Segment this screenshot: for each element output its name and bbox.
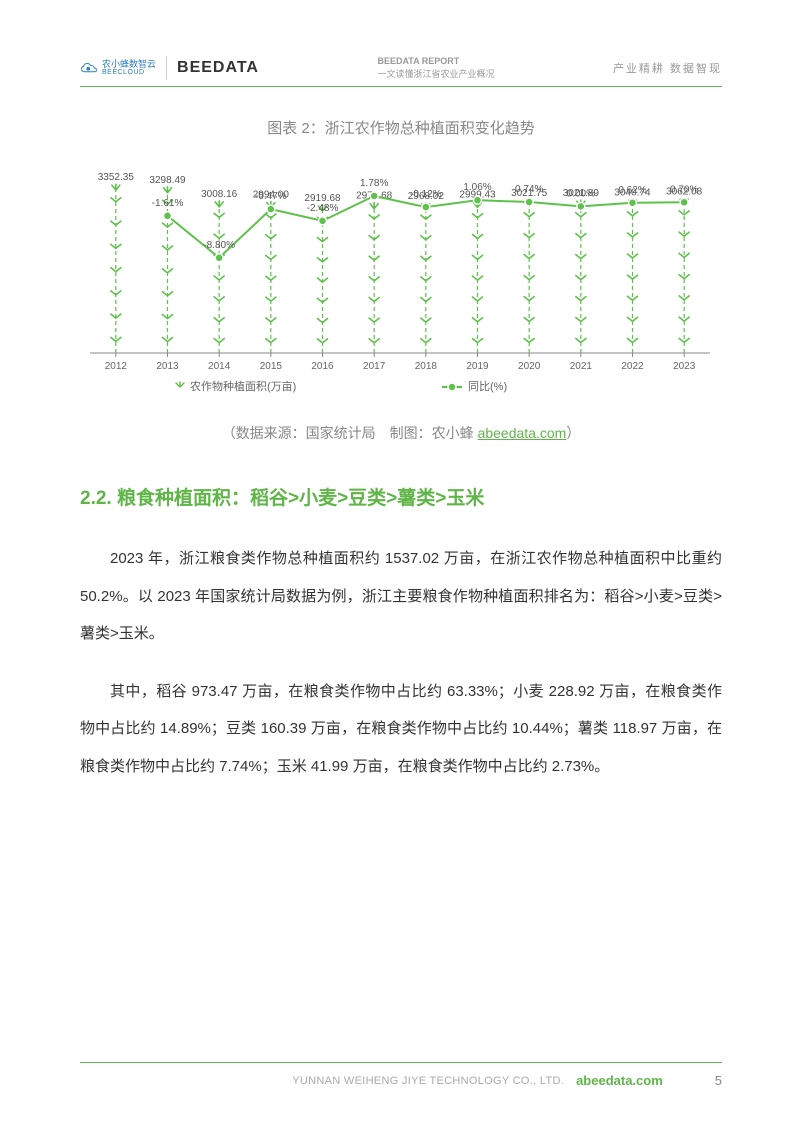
svg-text:2018: 2018 [415,361,438,372]
section-heading: 2.2. 粮食种植面积：稻谷>小麦>豆类>薯类>玉米 [80,483,722,510]
svg-text:3298.49: 3298.49 [149,175,186,186]
svg-text:-1.61%: -1.61% [152,198,184,209]
header-slogan: 产业精耕 数据智现 [613,60,722,76]
cloud-bee-icon [80,61,98,75]
svg-text:2022: 2022 [621,361,644,372]
svg-text:2023: 2023 [673,361,696,372]
header-center: BEEDATA REPORT 一文读懂浙江省农业产业概况 [377,55,494,80]
paragraph-2: 其中，稻谷 973.47 万亩，在粮食类作物中占比约 63.33%；小麦 228… [80,673,722,786]
page-footer: YUNNAN WEIHENG JIYE TECHNOLOGY CO., LTD.… [80,1062,722,1088]
svg-text:2020: 2020 [518,361,541,372]
svg-text:-8.80%: -8.80% [203,240,235,251]
svg-text:3008.16: 3008.16 [201,189,238,200]
beedata-logo: BEEDATA [177,59,259,77]
svg-text:1.78%: 1.78% [360,178,388,189]
svg-text:-0.47%: -0.47% [255,191,287,202]
svg-text:2016: 2016 [311,361,334,372]
chart-container: 3352.3520123298.4920133008.1620142994.00… [80,158,722,398]
svg-text:0.62%: 0.62% [618,185,646,196]
page: 农小蜂数智云 BEECLOUD BEEDATA BEEDATA REPORT 一… [0,0,802,1133]
chart-title: 图表 2：浙江农作物总种植面积变化趋势 [80,117,722,138]
svg-text:2012: 2012 [105,361,128,372]
svg-text:-2.48%: -2.48% [307,203,339,214]
footer-url: abeedata.com [576,1073,663,1088]
svg-text:2013: 2013 [156,361,179,372]
source-link[interactable]: abeedata.com [478,425,567,441]
svg-text:0.70%: 0.70% [670,184,698,195]
svg-text:1.06%: 1.06% [463,182,491,193]
chart-source: （数据来源：国家统计局 制图：农小蜂 abeedata.com） [80,423,722,443]
report-title: BEEDATA REPORT [377,55,494,68]
source-suffix: ） [566,425,580,441]
vertical-divider [166,56,167,80]
beecloud-en: BEECLOUD [102,69,156,76]
svg-text:0.00%: 0.00% [567,189,595,200]
header-left: 农小蜂数智云 BEECLOUD BEEDATA [80,56,259,80]
svg-text:2019: 2019 [466,361,489,372]
svg-text:2014: 2014 [208,361,231,372]
footer-company: YUNNAN WEIHENG JIYE TECHNOLOGY CO., LTD. [292,1075,564,1087]
report-subtitle: 一文读懂浙江省农业产业概况 [377,68,494,81]
svg-text:2017: 2017 [363,361,386,372]
svg-text:3352.35: 3352.35 [98,172,135,183]
chart-svg: 3352.3520123298.4920133008.1620142994.00… [80,158,720,398]
svg-text:同比(%): 同比(%) [468,380,507,393]
page-number: 5 [715,1073,722,1088]
svg-text:-0.12%: -0.12% [410,189,442,200]
beecloud-logo: 农小蜂数智云 BEECLOUD [80,60,156,76]
svg-text:2015: 2015 [260,361,283,372]
svg-text:0.74%: 0.74% [515,184,543,195]
beecloud-cn: 农小蜂数智云 [102,60,156,69]
svg-text:农作物种植面积(万亩): 农作物种植面积(万亩) [190,379,296,393]
svg-text:2021: 2021 [570,361,593,372]
page-header: 农小蜂数智云 BEECLOUD BEEDATA BEEDATA REPORT 一… [80,55,722,87]
paragraph-1: 2023 年，浙江粮食类作物总种植面积约 1537.02 万亩，在浙江农作物总种… [80,540,722,653]
source-prefix: （数据来源：国家统计局 制图：农小蜂 [222,425,478,441]
